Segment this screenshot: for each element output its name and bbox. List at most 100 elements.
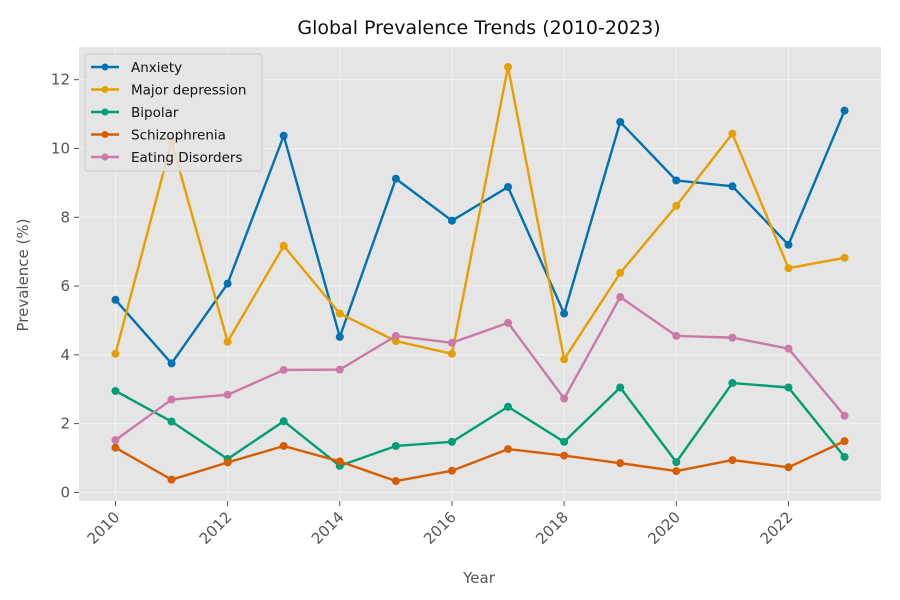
data-point (335, 457, 344, 466)
series-anxiety (111, 106, 849, 368)
y-axis-label: Prevalence (%) (14, 218, 32, 331)
legend-item: Major depression (91, 83, 246, 99)
legend-item: Eating Disorders (91, 150, 242, 166)
legend-item: Anxiety (91, 60, 182, 76)
legend-marker (101, 153, 109, 161)
series-line (114, 65, 846, 361)
legend-label: Bipolar (131, 105, 179, 121)
data-point (167, 359, 176, 368)
data-point (111, 386, 120, 395)
data-point (728, 333, 737, 342)
data-point (279, 131, 288, 140)
legend-marker (101, 86, 109, 93)
series-layer (111, 62, 849, 486)
data-point (279, 417, 288, 426)
data-point (335, 309, 344, 318)
data-point (840, 253, 849, 262)
data-point (391, 477, 400, 486)
legend-label: Major depression (131, 83, 246, 99)
data-point (784, 463, 793, 472)
data-point (560, 355, 569, 364)
data-point (391, 174, 400, 183)
data-point (784, 344, 793, 353)
data-point (784, 383, 793, 392)
data-point (672, 331, 681, 340)
legend-box (84, 53, 263, 172)
legend-item: Bipolar (91, 105, 179, 121)
data-point (784, 264, 793, 273)
data-point (728, 379, 737, 388)
data-point (504, 62, 513, 71)
data-point (447, 349, 456, 358)
data-point (167, 395, 176, 404)
data-point (840, 437, 849, 446)
y-tick-label: 2 (60, 415, 70, 433)
data-point (616, 268, 625, 277)
data-point (279, 441, 288, 450)
series-eating-disorders (111, 293, 849, 445)
y-tick-label: 0 (60, 483, 70, 501)
data-point (335, 332, 344, 341)
data-point (616, 383, 625, 392)
data-point (223, 337, 232, 346)
data-point (391, 441, 400, 450)
legend-label: Schizophrenia (131, 128, 226, 144)
data-point (728, 456, 737, 465)
data-point (840, 411, 849, 420)
data-point (560, 309, 569, 318)
data-point (111, 349, 120, 358)
data-point (335, 365, 344, 374)
data-point (728, 129, 737, 138)
data-point (391, 331, 400, 340)
y-tick-label: 6 (60, 277, 70, 295)
data-point (504, 445, 513, 454)
y-tick-label: 8 (60, 208, 70, 226)
data-point (447, 437, 456, 446)
data-point (560, 451, 569, 460)
data-point (560, 394, 569, 403)
data-point (672, 176, 681, 185)
data-point (167, 475, 176, 484)
data-point (616, 117, 625, 126)
data-point (111, 436, 120, 445)
data-point (728, 182, 737, 191)
legend-item: Schizophrenia (91, 128, 226, 144)
series-schizophrenia (111, 437, 849, 486)
data-point (560, 437, 569, 446)
data-point (504, 182, 513, 191)
data-point (784, 240, 793, 249)
data-point (111, 295, 120, 304)
data-point (616, 459, 625, 468)
data-point (167, 417, 176, 426)
y-tick-label: 10 (51, 139, 70, 157)
legend-marker (101, 108, 109, 116)
y-tick-label: 12 (51, 71, 70, 89)
data-point (223, 390, 232, 399)
data-point (447, 338, 456, 347)
data-point (840, 106, 849, 115)
series-line (114, 109, 846, 365)
data-point (616, 293, 625, 302)
legend-label: Anxiety (131, 60, 182, 76)
data-point (672, 458, 681, 467)
data-point (672, 467, 681, 476)
data-point (223, 279, 232, 288)
x-axis-label: Year (462, 569, 496, 587)
data-point (223, 458, 232, 467)
data-point (447, 466, 456, 475)
data-point (504, 318, 513, 327)
data-point (840, 452, 849, 461)
y-tick-label: 4 (60, 346, 70, 364)
legend: Anxiety Major depression Bipolar Schizophre… (84, 53, 263, 172)
data-point (672, 201, 681, 210)
legend-marker (101, 131, 109, 138)
legend-marker (101, 63, 109, 71)
chart-title: Global Prevalence Trends (2010-2023) (297, 17, 660, 39)
series-line (114, 381, 846, 468)
series-line (114, 295, 846, 442)
data-point (504, 402, 513, 411)
data-point (447, 216, 456, 225)
series-bipolar (111, 379, 849, 470)
